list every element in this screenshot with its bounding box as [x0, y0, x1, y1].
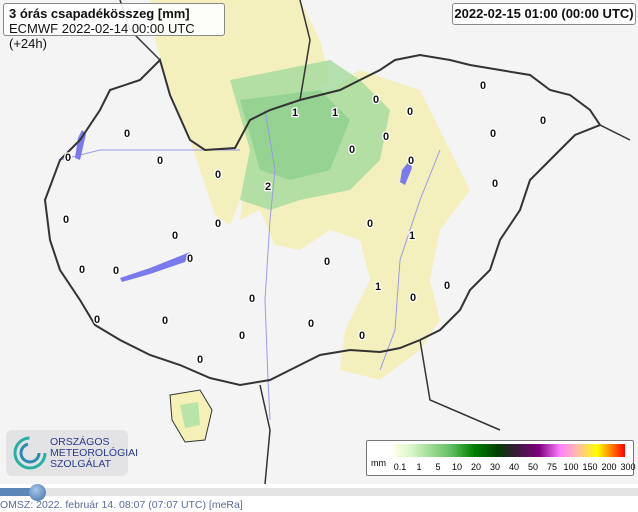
station-value: 0 — [324, 256, 330, 268]
station-value: 0 — [215, 169, 221, 181]
station-value: 0 — [490, 128, 496, 140]
station-value: 0 — [408, 155, 414, 167]
station-value: 1 — [332, 107, 338, 119]
legend-tick: 50 — [527, 462, 539, 472]
legend-tick: 5 — [435, 462, 441, 472]
valid-time: 2022-02-15 01:00 (00:00 UTC) — [452, 3, 636, 25]
station-value: 0 — [65, 152, 71, 164]
legend-colorbar — [393, 444, 625, 457]
map-title: 3 órás csapadékösszeg [mm] — [9, 6, 190, 21]
legend-tick: 1 — [416, 462, 422, 472]
legend-unit: mm — [371, 458, 386, 468]
station-value: 0 — [79, 264, 85, 276]
station-value: 0 — [113, 265, 119, 277]
logo-line: ORSZÁGOS — [50, 436, 110, 448]
footer-info: OMSZ: 2022. február 14. 08:07 (07:07 UTC… — [0, 499, 243, 511]
station-value: 0 — [157, 155, 163, 167]
station-value: 0 — [407, 106, 413, 118]
slider-fill — [0, 488, 38, 496]
legend-tick: 0.1 — [393, 462, 407, 472]
station-value: 0 — [94, 314, 100, 326]
station-value: 0 — [410, 292, 416, 304]
legend-tick: 200 — [601, 462, 617, 472]
station-value: 0 — [492, 178, 498, 190]
station-value: 0 — [444, 280, 450, 292]
station-value: 0 — [373, 94, 379, 106]
station-value: 0 — [172, 230, 178, 242]
station-value: 0 — [124, 128, 130, 140]
station-value: 0 — [63, 214, 69, 226]
time-slider[interactable] — [0, 484, 638, 501]
model-run: ECMWF 2022-02-14 00:00 UTC (+24h) — [9, 21, 195, 51]
station-value: 0 — [383, 131, 389, 143]
station-value: 0 — [540, 115, 546, 127]
legend-tick: 20 — [470, 462, 482, 472]
station-value: 1 — [409, 230, 415, 242]
station-value: 0 — [162, 315, 168, 327]
station-value: 0 — [215, 218, 221, 230]
legend-tick: 30 — [489, 462, 501, 472]
color-legend: mm 0.1 1 5 10 20 30 40 50 75 100 150 200 300 — [366, 440, 636, 476]
station-value: 0 — [349, 144, 355, 156]
station-value: 0 — [197, 354, 203, 366]
legend-tick: 100 — [563, 462, 579, 472]
title-box: 3 órás csapadékösszeg [mm] ECMWF 2022-02… — [3, 3, 225, 51]
legend-tick: 10 — [451, 462, 463, 472]
lakes — [75, 130, 412, 282]
legend-tick: 300 — [620, 462, 636, 472]
station-value: 0 — [480, 80, 486, 92]
logo-swirl-icon — [13, 436, 47, 470]
precip-areas — [150, 0, 470, 443]
slider-handle[interactable] — [29, 484, 46, 501]
station-value: 2 — [265, 181, 271, 193]
station-value: 0 — [308, 318, 314, 330]
hungary-border — [43, 53, 602, 387]
station-value: 0 — [187, 253, 193, 265]
legend-tick: 150 — [582, 462, 598, 472]
logo-line: SZOLGÁLAT — [50, 458, 112, 470]
legend-tick: 40 — [508, 462, 520, 472]
station-value: 0 — [359, 330, 365, 342]
station-value: 1 — [375, 281, 381, 293]
station-value: 0 — [239, 330, 245, 342]
legend-tick: 75 — [546, 462, 558, 472]
station-value: 0 — [367, 218, 373, 230]
station-value: 1 — [292, 107, 298, 119]
omsz-logo: ORSZÁGOS METEOROLÓGIAI SZOLGÁLAT — [6, 430, 138, 476]
logo-line: METEOROLÓGIAI — [50, 447, 139, 459]
station-value: 0 — [249, 293, 255, 305]
station-labels: 0 0 0 0 0 0 0 0 0 0 0 0 0 0 0 1 1 0 0 0 0 0 2 0 1 0 1 0 0 0 0 0 0 0 0 — [62, 79, 548, 368]
